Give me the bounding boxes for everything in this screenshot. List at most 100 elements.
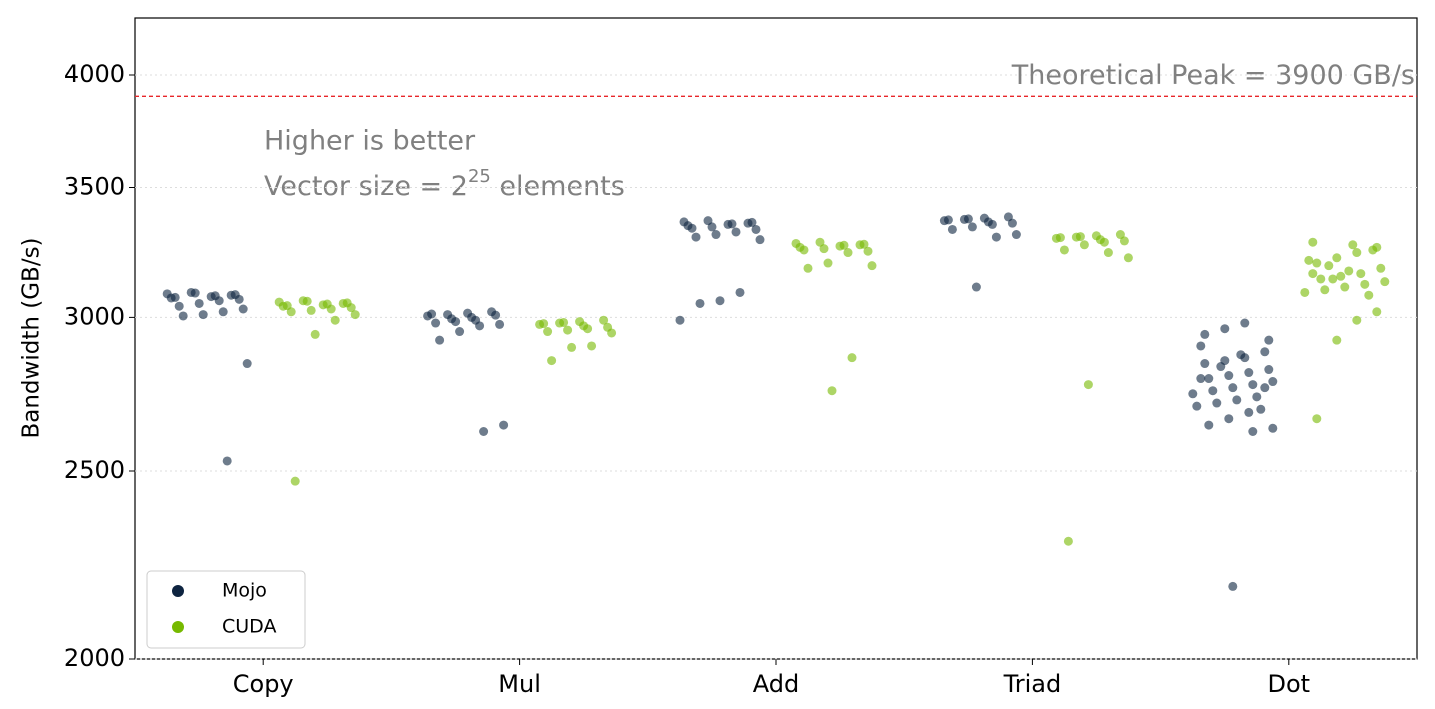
data-point	[1320, 285, 1330, 295]
data-point	[947, 224, 957, 234]
data-point	[1328, 274, 1338, 284]
data-point	[190, 288, 200, 298]
data-point	[963, 214, 973, 224]
y-tick-label: 3000	[64, 302, 125, 330]
y-axis-label: Bandwidth (GB/s)	[19, 237, 45, 438]
data-point	[222, 456, 232, 466]
data-point	[1075, 232, 1085, 242]
data-point	[735, 287, 745, 297]
data-point	[479, 426, 489, 436]
x-tick-label: Copy	[233, 670, 294, 698]
data-point	[1200, 329, 1210, 339]
data-point	[1248, 426, 1258, 436]
data-point	[1103, 248, 1113, 258]
data-point	[1244, 407, 1254, 417]
data-point	[991, 232, 1001, 242]
data-point	[242, 359, 252, 369]
data-point	[1200, 359, 1210, 369]
data-point	[823, 258, 833, 268]
data-point	[1188, 389, 1198, 399]
data-point	[1123, 253, 1133, 263]
data-point	[1332, 253, 1342, 263]
data-point	[310, 329, 320, 339]
data-point	[1059, 245, 1069, 255]
data-point	[1372, 307, 1382, 317]
reference-label: Theoretical Peak = 3900 GB/s	[1011, 60, 1415, 91]
x-tick-label: Dot	[1268, 670, 1311, 698]
data-point	[1204, 420, 1214, 430]
data-point	[1308, 237, 1318, 247]
x-tick-label: Add	[753, 670, 799, 698]
data-point	[455, 327, 465, 337]
data-point	[1252, 392, 1262, 402]
data-point	[350, 310, 360, 320]
data-point	[1224, 414, 1234, 424]
data-point	[1352, 315, 1362, 325]
data-point	[1240, 318, 1250, 328]
data-point	[1264, 365, 1274, 375]
data-point	[1228, 383, 1238, 393]
data-point	[567, 342, 577, 352]
data-point	[1011, 230, 1021, 240]
data-point	[214, 296, 224, 306]
data-point	[943, 215, 953, 225]
data-point	[827, 386, 837, 396]
data-point	[1224, 371, 1234, 381]
data-point	[1344, 266, 1354, 276]
legend-marker	[172, 621, 184, 633]
data-point	[747, 217, 757, 227]
legend-marker	[172, 585, 184, 597]
data-point	[1312, 258, 1322, 268]
data-point	[967, 222, 977, 232]
data-point	[306, 305, 316, 315]
data-point	[1308, 269, 1318, 279]
data-point	[1368, 245, 1378, 255]
data-point	[1348, 240, 1358, 250]
data-point	[1196, 374, 1206, 384]
data-point	[1332, 335, 1342, 345]
data-point	[1119, 236, 1129, 246]
data-point	[731, 227, 741, 237]
data-point	[1007, 218, 1017, 228]
data-point	[1304, 255, 1314, 265]
data-point	[174, 301, 184, 311]
data-point	[1248, 380, 1258, 390]
data-point	[1260, 347, 1270, 357]
data-point	[863, 246, 873, 256]
data-point	[1236, 350, 1246, 360]
annotation: Higher is better	[264, 126, 476, 157]
plot-frame	[134, 17, 1418, 660]
data-point	[727, 219, 737, 229]
data-point	[1376, 263, 1386, 273]
data-point	[547, 356, 557, 366]
data-point	[495, 319, 505, 329]
legend-label: Mojo	[222, 580, 267, 602]
data-point	[346, 303, 356, 313]
data-point	[971, 282, 981, 292]
data-point	[839, 240, 849, 250]
data-point	[803, 263, 813, 273]
data-point	[218, 307, 228, 317]
data-point	[675, 315, 685, 325]
data-point	[1212, 398, 1222, 408]
data-point	[286, 307, 296, 317]
legend-box	[146, 570, 306, 649]
data-point	[607, 328, 617, 338]
data-point	[491, 310, 501, 320]
y-tick-label: 2000	[64, 644, 125, 672]
data-point	[427, 309, 437, 319]
data-point	[1196, 341, 1206, 351]
data-point	[691, 232, 701, 242]
y-tick-label: 2500	[64, 456, 125, 484]
data-point	[1083, 380, 1093, 390]
data-point	[1063, 536, 1073, 546]
data-point	[1356, 269, 1366, 279]
data-point	[1216, 362, 1226, 372]
data-point	[539, 319, 549, 329]
data-point	[1208, 386, 1218, 396]
data-point	[587, 341, 597, 351]
data-point	[1055, 233, 1065, 243]
data-point	[1232, 395, 1242, 405]
data-point	[431, 318, 441, 328]
data-point	[1220, 324, 1230, 334]
